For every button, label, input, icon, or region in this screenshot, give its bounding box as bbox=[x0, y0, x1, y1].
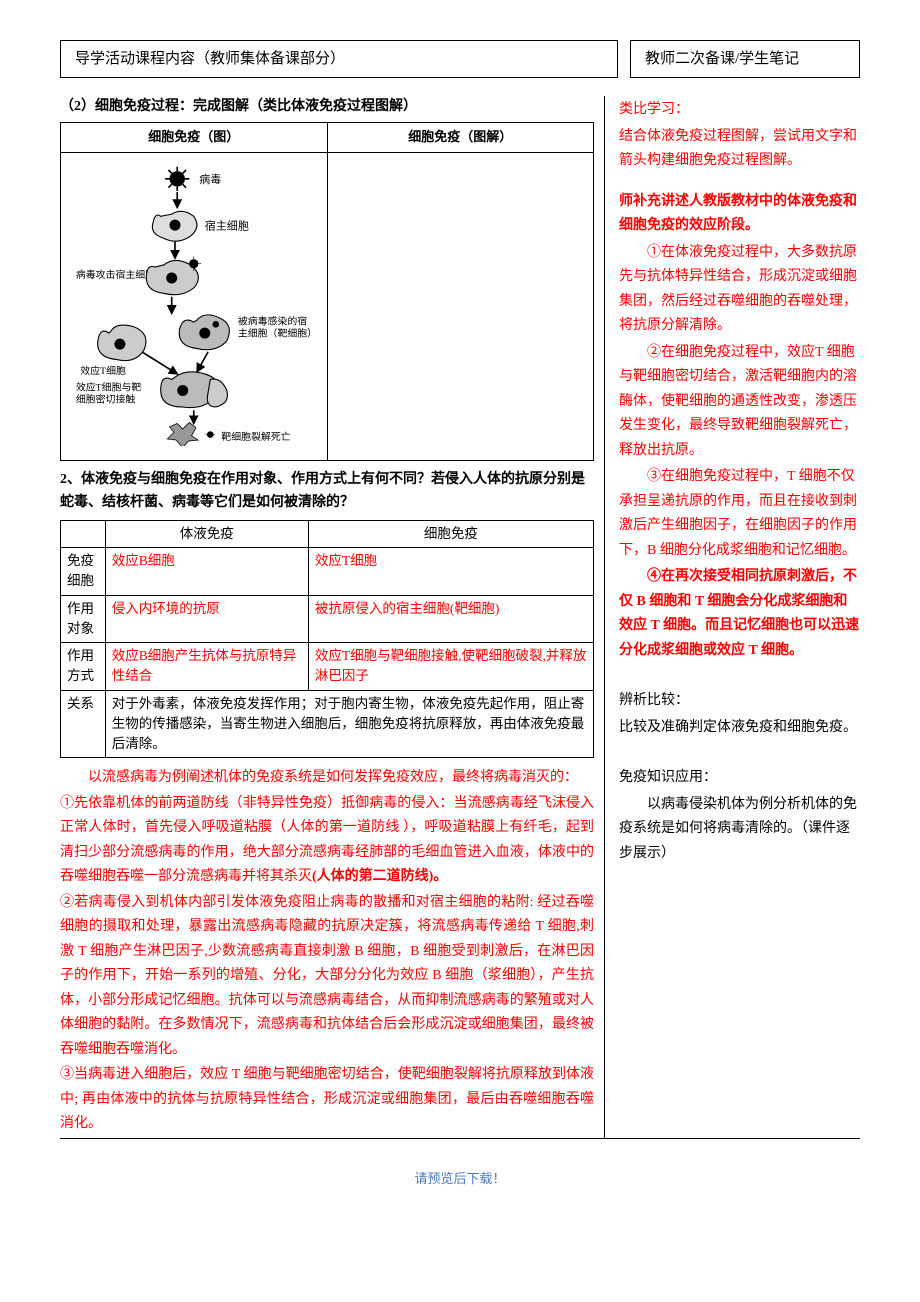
diagram-header-row: 细胞免疫（图） 细胞免疫（图解） bbox=[61, 123, 593, 153]
question-2: 2、体液免疫与细胞免疫在作用对象、作用方式上有何不同？若侵入人体的抗原分别是蛇毒… bbox=[60, 469, 594, 514]
svg-label-target: 被病毒感染的宿 主细胞（靶细胞） bbox=[238, 315, 317, 340]
table-cell: 效应B细胞 bbox=[105, 548, 308, 596]
section2-title: （2）细胞免疫过程：完成图解（类比体液免疫过程图解） bbox=[60, 96, 594, 118]
diagram-right-cell bbox=[328, 153, 594, 460]
r-s2-p2: ②在细胞免疫过程中，效应T 细胞与靶细胞密切结合，激活靶细胞内的溶酶体，使靶细胞… bbox=[619, 341, 860, 464]
header-right-box: 教师二次备课/学生笔记 bbox=[630, 40, 860, 78]
table-cell: 作用方式 bbox=[61, 643, 106, 691]
table-cell: 作用对象 bbox=[61, 595, 106, 643]
table-cell: 被抗原侵入的宿主细胞(靶细胞) bbox=[308, 595, 593, 643]
r-s4-title: 免疫知识应用： bbox=[619, 766, 860, 791]
table-cell: 效应T细胞与靶细胞接触,使靶细胞破裂,并释放淋巴因子 bbox=[308, 643, 593, 691]
table-cell: 效应T细胞 bbox=[308, 548, 593, 596]
svg-label-lysis: 靶细胞裂解死亡 bbox=[221, 430, 290, 443]
table-cell: 关系 bbox=[61, 690, 106, 758]
right-column: 类比学习： 结合体液免疫过程图解，尝试用文字和箭头构建细胞免疫过程图解。 师补充… bbox=[605, 96, 860, 1139]
r-s2-p4: ④在再次接受相同抗原刺激后，不仅 B 细胞和 T 细胞会分化成浆细胞和效应 T … bbox=[619, 565, 860, 663]
header-left-box: 导学活动课程内容（教师集体备课部分） bbox=[60, 40, 618, 78]
footer-text: 请预览后下载！ bbox=[60, 1169, 860, 1190]
r-s3-body: 比较及准确判定体液免疫和细胞免疫。 bbox=[619, 716, 860, 741]
table-cell: 效应B细胞产生抗体与抗原特异性结合 bbox=[105, 643, 308, 691]
table-row: 作用方式 效应B细胞产生抗体与抗原特异性结合 效应T细胞与靶细胞接触,使靶细胞破… bbox=[61, 643, 594, 691]
diagram-left-title: 细胞免疫（图） bbox=[61, 123, 328, 152]
flu-p1: ①先依靠机体的前两道防线（非特异性免疫）抵御病毒的侵入：当流感病毒经飞沫侵入正常… bbox=[60, 792, 594, 890]
r-s4-body: 以病毒侵染机体为例分析机体的免疫系统是如何将病毒清除的。（课件逐步展示） bbox=[619, 793, 860, 867]
table-row: 关系 对于外毒素，体液免疫发挥作用；对于胞内寄生物，体液免疫先起作用，阻止寄生物… bbox=[61, 690, 594, 758]
table-row: 免疫细胞 效应B细胞 效应T细胞 bbox=[61, 548, 594, 596]
table-row: 作用对象 侵入内环境的抗原 被抗原侵入的宿主细胞(靶细胞) bbox=[61, 595, 594, 643]
svg-label-virus: 病毒 bbox=[199, 172, 221, 186]
flu-p1b: (人体的第二道防线)。 bbox=[312, 869, 447, 884]
cell-immune-diagram-svg: 病毒 宿主细胞 病毒攻击宿主细胞 bbox=[67, 159, 321, 446]
diagram-right-title: 细胞免疫（图解） bbox=[328, 123, 594, 152]
left-column: （2）细胞免疫过程：完成图解（类比体液免疫过程图解） 细胞免疫（图） 细胞免疫（… bbox=[60, 96, 605, 1139]
table-cell: 免疫细胞 bbox=[61, 548, 106, 596]
main-columns: （2）细胞免疫过程：完成图解（类比体液免疫过程图解） 细胞免疫（图） 细胞免疫（… bbox=[60, 96, 860, 1139]
r-s1-title: 类比学习： bbox=[619, 98, 860, 123]
svg-label-tcell: 效应T细胞 bbox=[80, 364, 126, 377]
r-s2-title: 师补充讲述人教版教材中的体液免疫和细胞免疫的效应阶段。 bbox=[619, 190, 860, 239]
table-cell bbox=[61, 520, 106, 547]
header-row: 导学活动课程内容（教师集体备课部分） 教师二次备课/学生笔记 bbox=[60, 40, 860, 78]
r-s1-body: 结合体液免疫过程图解，尝试用文字和箭头构建细胞免疫过程图解。 bbox=[619, 125, 860, 174]
svg-label-attack: 病毒攻击宿主细胞 bbox=[76, 268, 155, 281]
table-cell: 对于外毒素，体液免疫发挥作用；对于胞内寄生物，体液免疫先起作用，阻止寄生物的传播… bbox=[105, 690, 593, 758]
r-s3-title: 辨析比较： bbox=[619, 689, 860, 714]
table-row: 体液免疫 细胞免疫 bbox=[61, 520, 594, 547]
svg-label-host: 宿主细胞 bbox=[205, 219, 249, 233]
flu-p3: ③当病毒进入细胞后，效应 T 细胞与靶细胞密切结合，使靶细胞裂解将抗原释放到体液… bbox=[60, 1063, 594, 1137]
r-s2-p1: ①在体液免疫过程中，大多数抗原先与抗体特异性结合，形成沉淀或细胞集团，然后经过吞… bbox=[619, 241, 860, 339]
diagram-box: 细胞免疫（图） 细胞免疫（图解） bbox=[60, 122, 594, 461]
flu-intro: 以流感病毒为例阐述机体的免疫系统是如何发挥免疫效应，最终将病毒消灭的： bbox=[60, 766, 594, 791]
diagram-body: 病毒 宿主细胞 病毒攻击宿主细胞 bbox=[61, 153, 593, 460]
table-cell: 细胞免疫 bbox=[308, 520, 593, 547]
comparison-table: 体液免疫 细胞免疫 免疫细胞 效应B细胞 效应T细胞 作用对象 侵入内环境的抗原… bbox=[60, 520, 594, 759]
svg-label-contact: 效应T细胞与靶 细胞密切接触 bbox=[76, 381, 144, 406]
table-cell: 侵入内环境的抗原 bbox=[105, 595, 308, 643]
flu-p2: ②若病毒侵入到机体内部引发体液免疫阻止病毒的散播和对宿主细胞的粘附: 经过吞噬细… bbox=[60, 891, 594, 1063]
r-s2-p3: ③在细胞免疫过程中，T 细胞不仅承担呈递抗原的作用，而且在接收到刺激后产生细胞因… bbox=[619, 465, 860, 563]
diagram-left-cell: 病毒 宿主细胞 病毒攻击宿主细胞 bbox=[61, 153, 328, 460]
table-cell: 体液免疫 bbox=[105, 520, 308, 547]
